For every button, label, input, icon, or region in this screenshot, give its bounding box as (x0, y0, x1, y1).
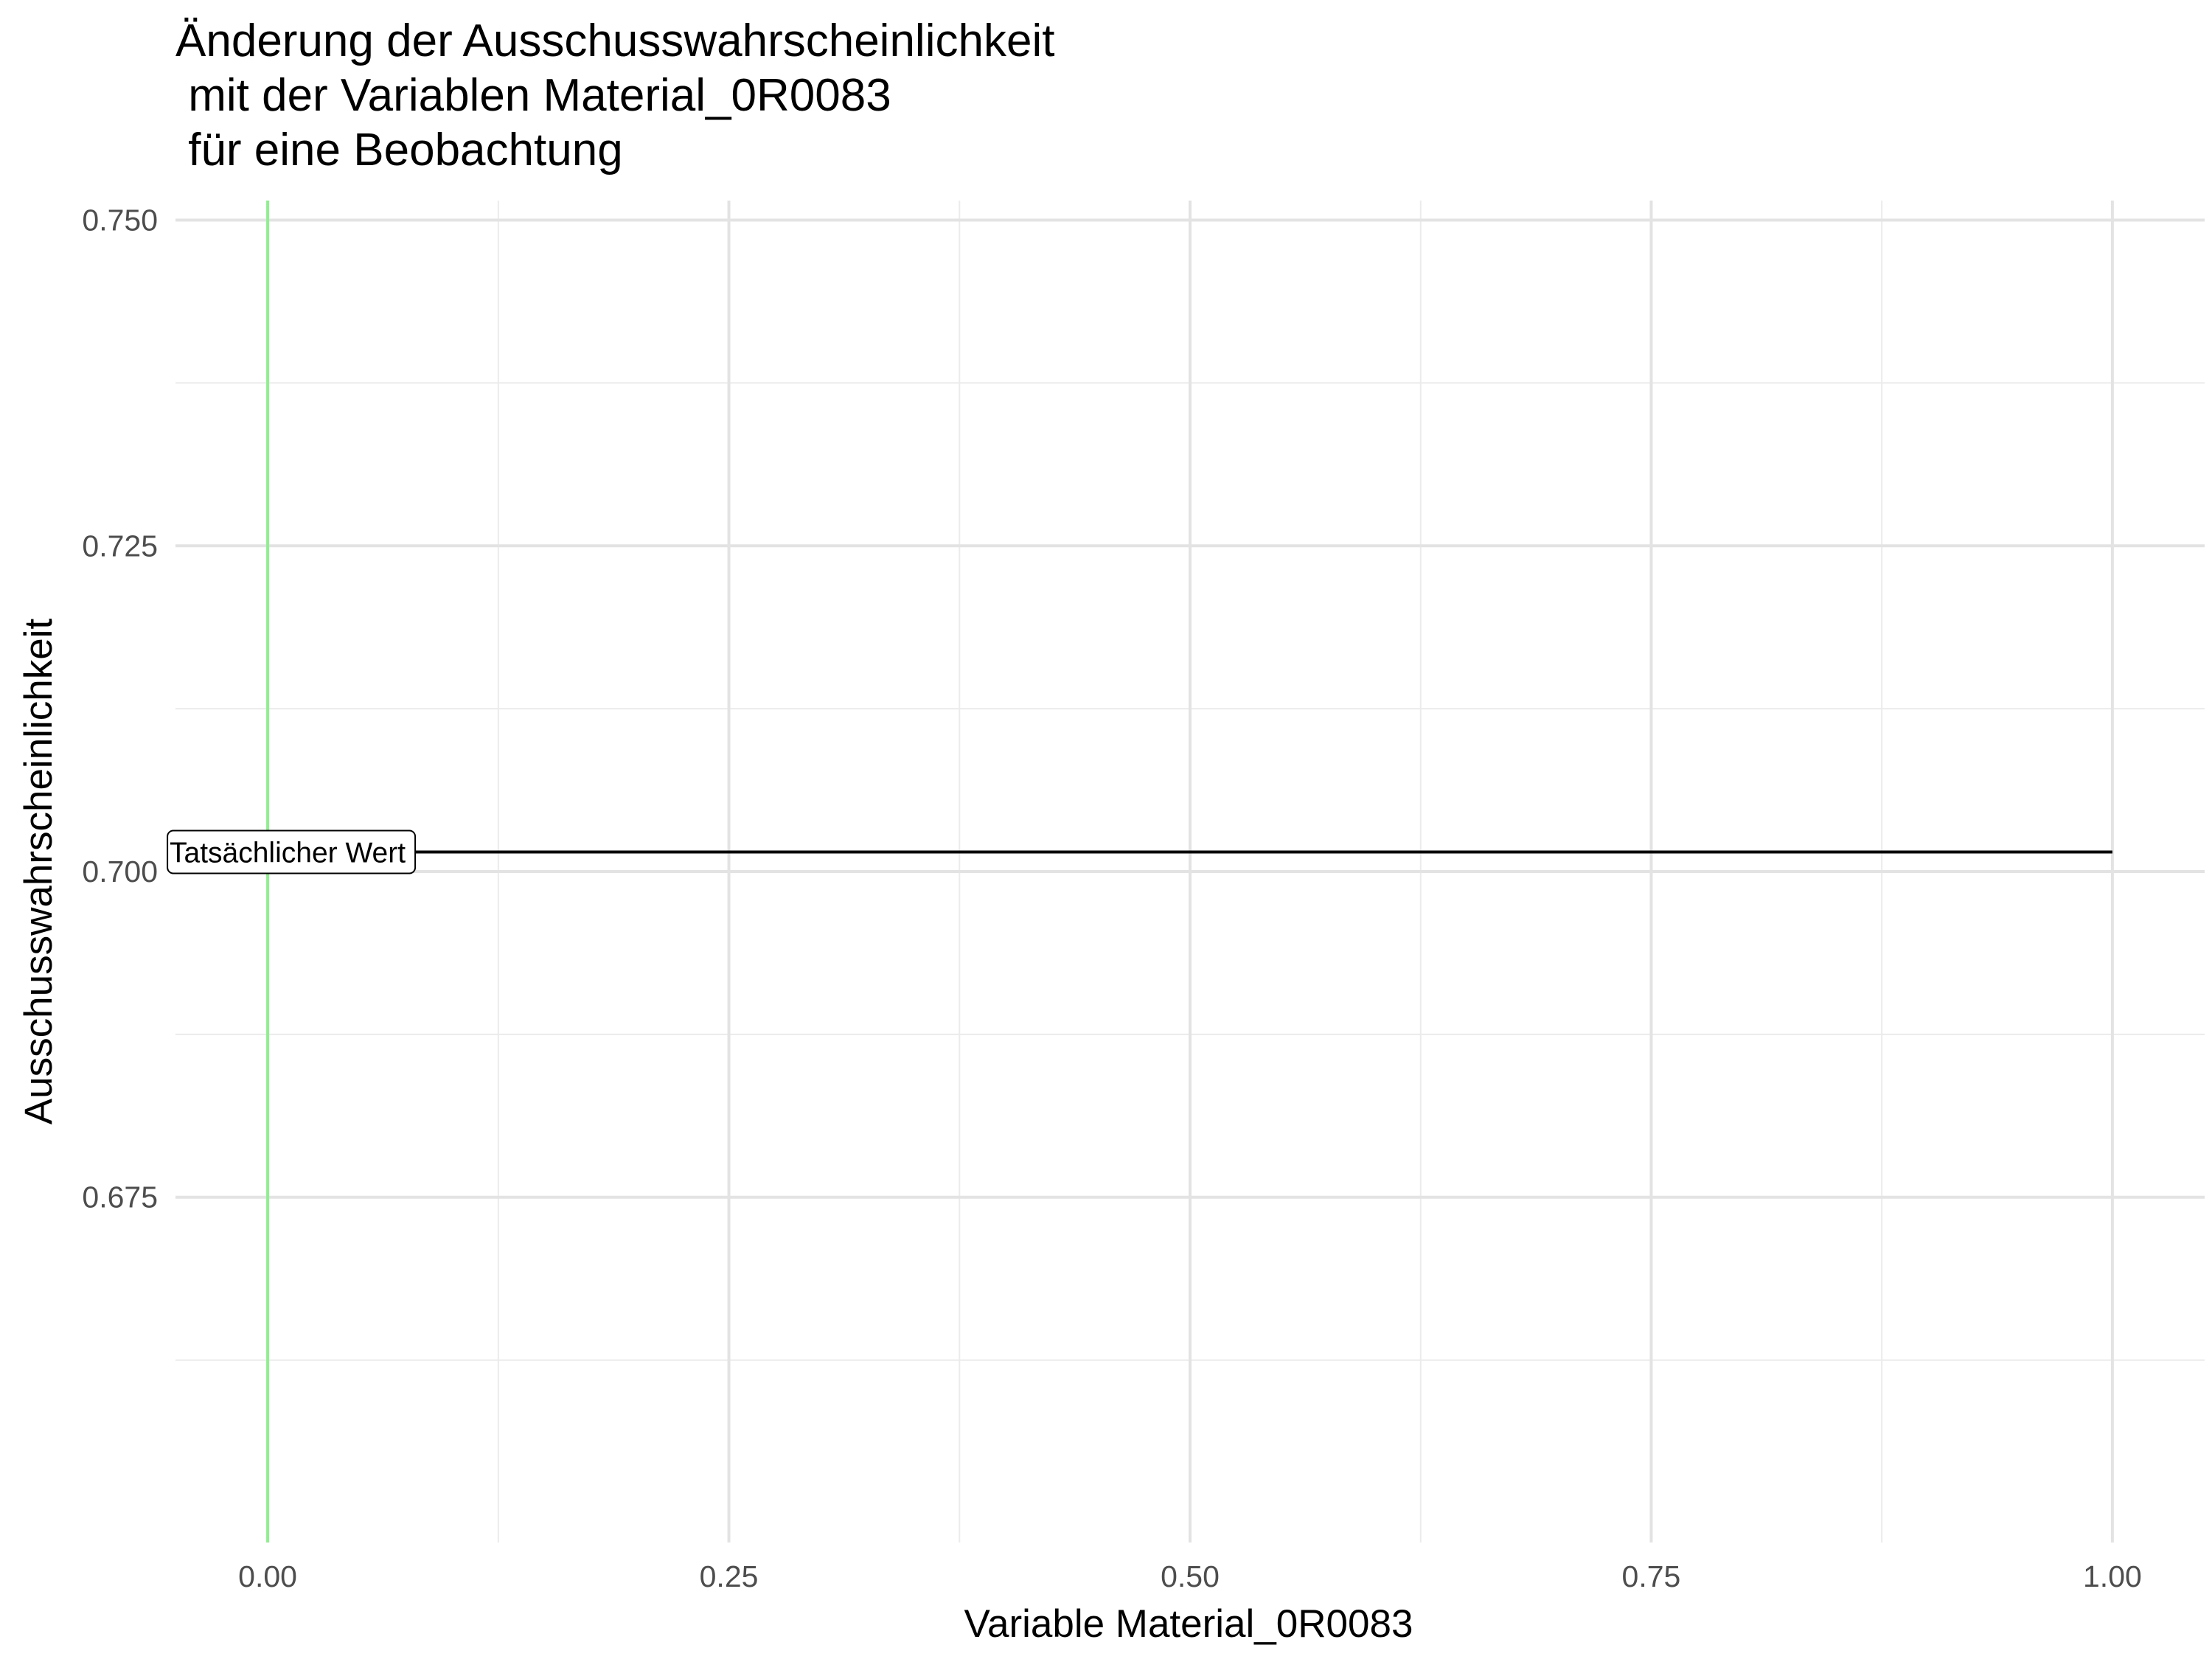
x-tick-label: 0.50 (1161, 1559, 1220, 1593)
y-tick-label: 0.700 (82, 855, 158, 888)
chart-title-line-3: für eine Beobachtung (175, 125, 623, 175)
x-tick-label: 0.25 (700, 1559, 759, 1593)
x-axis-label: Variable Material_0R0083 (964, 1602, 1413, 1646)
y-axis-label: Ausschusswahrscheinlichkeit (17, 619, 60, 1125)
y-tick-label: 0.675 (82, 1180, 158, 1214)
x-tick-label: 0.00 (238, 1559, 297, 1593)
y-tick-label: 0.750 (82, 204, 158, 237)
x-axis-tick-labels: 0.00 0.25 0.50 0.75 1.00 (238, 1559, 2142, 1593)
chart-title-line-2: mit der Variablen Material_0R0083 (175, 70, 891, 121)
annotation-label-text: Tatsächlicher Wert (170, 837, 406, 869)
chart-title-line-1: Änderung der Ausschusswahrscheinlichkeit (175, 15, 1054, 66)
x-tick-label: 1.00 (2083, 1559, 2142, 1593)
y-axis-tick-labels: 0.675 0.700 0.725 0.750 (82, 204, 158, 1214)
major-gridlines (175, 201, 2205, 1543)
x-tick-label: 0.75 (1622, 1559, 1681, 1593)
y-tick-label: 0.725 (82, 529, 158, 563)
annotation-label-box (167, 830, 417, 874)
annotation-layer: Tatsächlicher Wert (167, 830, 417, 874)
